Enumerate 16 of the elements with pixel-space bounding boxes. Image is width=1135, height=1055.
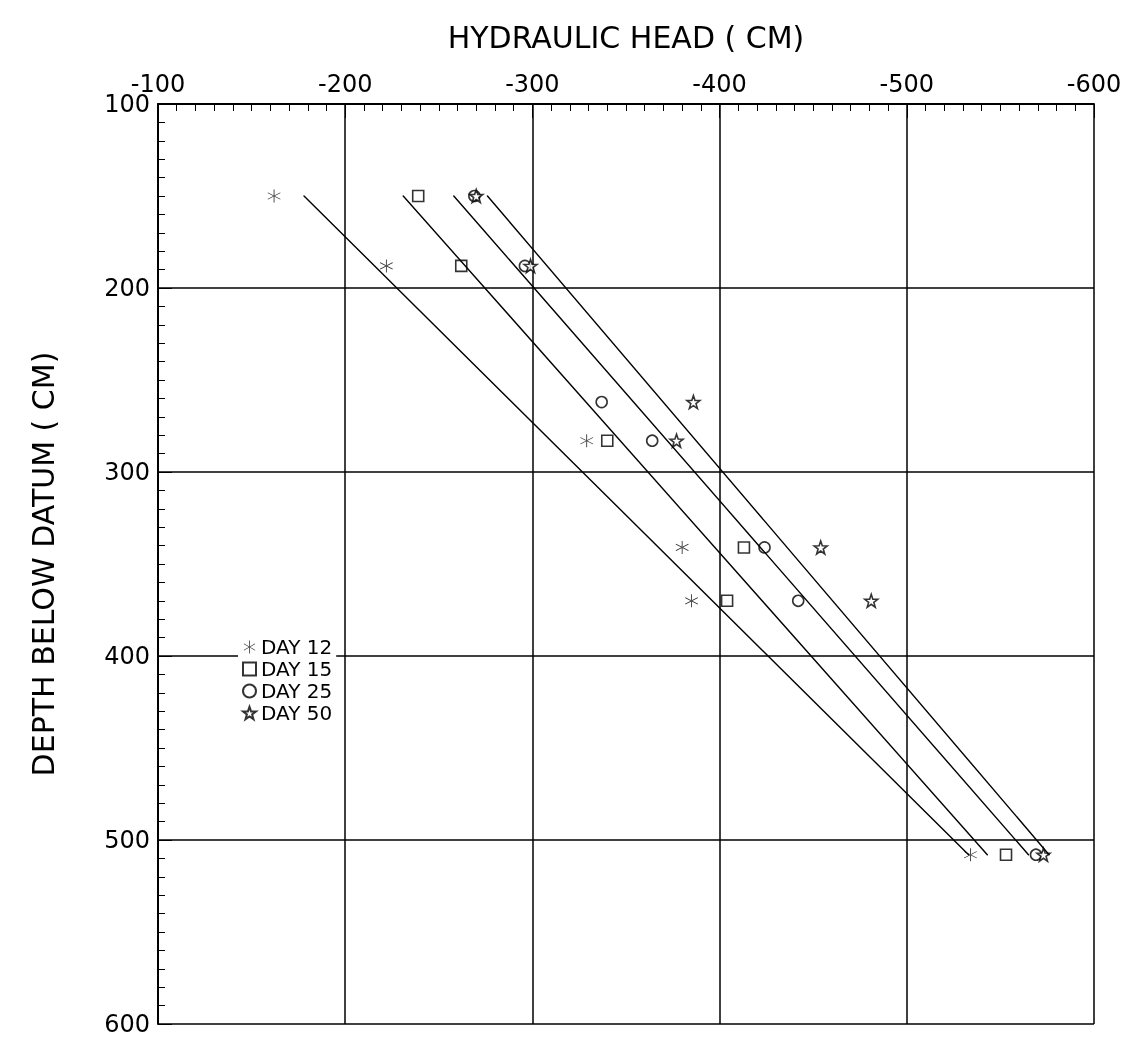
y-tick-label: 300	[104, 458, 150, 486]
x-tick-label: -500	[879, 70, 935, 98]
legend-label: DAY 25	[261, 679, 333, 703]
legend-label: DAY 12	[261, 635, 333, 659]
y-tick-label: 500	[104, 826, 150, 854]
y-tick-label: 400	[104, 642, 150, 670]
y-axis-title: DEPTH BELOW DATUM ( CM)	[25, 351, 61, 777]
y-tick-label: 600	[104, 1010, 150, 1038]
x-tick-label: -400	[692, 70, 747, 98]
legend-label: DAY 50	[261, 701, 333, 725]
x-tick-label: -200	[317, 70, 373, 98]
y-tick-label: 200	[104, 274, 150, 302]
x-tick-label: -300	[505, 70, 560, 98]
x-axis-title: HYDRAULIC HEAD ( CM)	[447, 19, 805, 55]
x-tick-label: -600	[1066, 70, 1122, 98]
legend-label: DAY 15	[261, 657, 333, 681]
